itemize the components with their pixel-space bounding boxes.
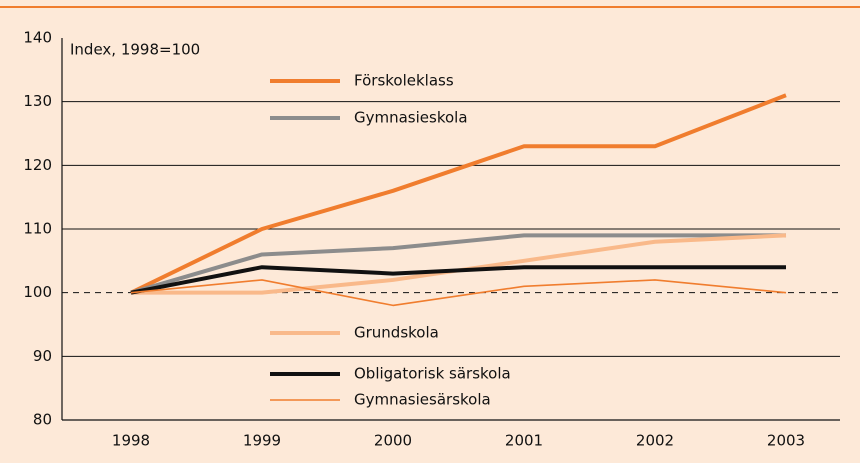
- y-tick-label: 90: [33, 347, 52, 365]
- y-tick-label: 120: [23, 156, 52, 174]
- series-line: [130, 233, 786, 295]
- y-tick-label: 140: [23, 29, 52, 47]
- series-line: [130, 265, 786, 295]
- y-tick-label: 110: [23, 220, 52, 238]
- x-tick-label: 2002: [636, 432, 674, 450]
- legend-label: Förskoleklass: [354, 72, 454, 90]
- x-tick-label: 1999: [243, 432, 281, 450]
- y-tick-label: 130: [23, 92, 52, 110]
- annotation: Index, 1998=100: [70, 41, 200, 59]
- y-tick-label: 80: [33, 411, 52, 429]
- x-tick-label: 2000: [374, 432, 412, 450]
- series-line: [130, 279, 787, 307]
- legend-label: Gymnasiesärskola: [354, 391, 491, 409]
- x-tick-label: 1998: [112, 432, 150, 450]
- x-tick-label: 2003: [767, 432, 805, 450]
- legend-label: Obligatorisk särskola: [354, 365, 511, 383]
- x-tick-label: 2001: [505, 432, 543, 450]
- legend-label: Gymnasieskola: [354, 109, 468, 127]
- legend-label: Grundskola: [354, 324, 439, 342]
- series-line: [130, 93, 787, 295]
- y-tick-label: 100: [23, 283, 52, 301]
